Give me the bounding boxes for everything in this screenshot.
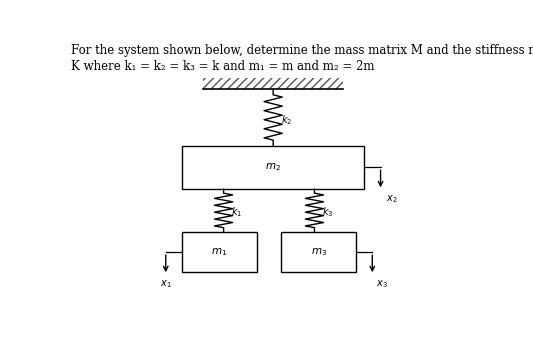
Text: K where k₁ = k₂ = k₃ = k and m₁ = m and m₂ = 2m: K where k₁ = k₂ = k₃ = k and m₁ = m and … [71,60,374,74]
Text: $k_2$: $k_2$ [280,113,292,127]
Bar [281,232,356,272]
Text: For the system shown below, determine the mass matrix M and the stiffness matrix: For the system shown below, determine th… [71,44,533,57]
Text: $k_1$: $k_1$ [231,205,243,219]
Bar [203,78,343,89]
Text: $m_2$: $m_2$ [265,161,281,173]
Text: $x_2$: $x_2$ [385,193,397,205]
Text: $x_1$: $x_1$ [160,278,172,289]
Text: $k_3$: $k_3$ [322,205,333,219]
Text: $m_1$: $m_1$ [212,246,228,258]
Text: $x_3$: $x_3$ [376,278,387,289]
Text: $m_3$: $m_3$ [311,246,327,258]
Bar [182,232,257,272]
Bar [182,146,364,189]
